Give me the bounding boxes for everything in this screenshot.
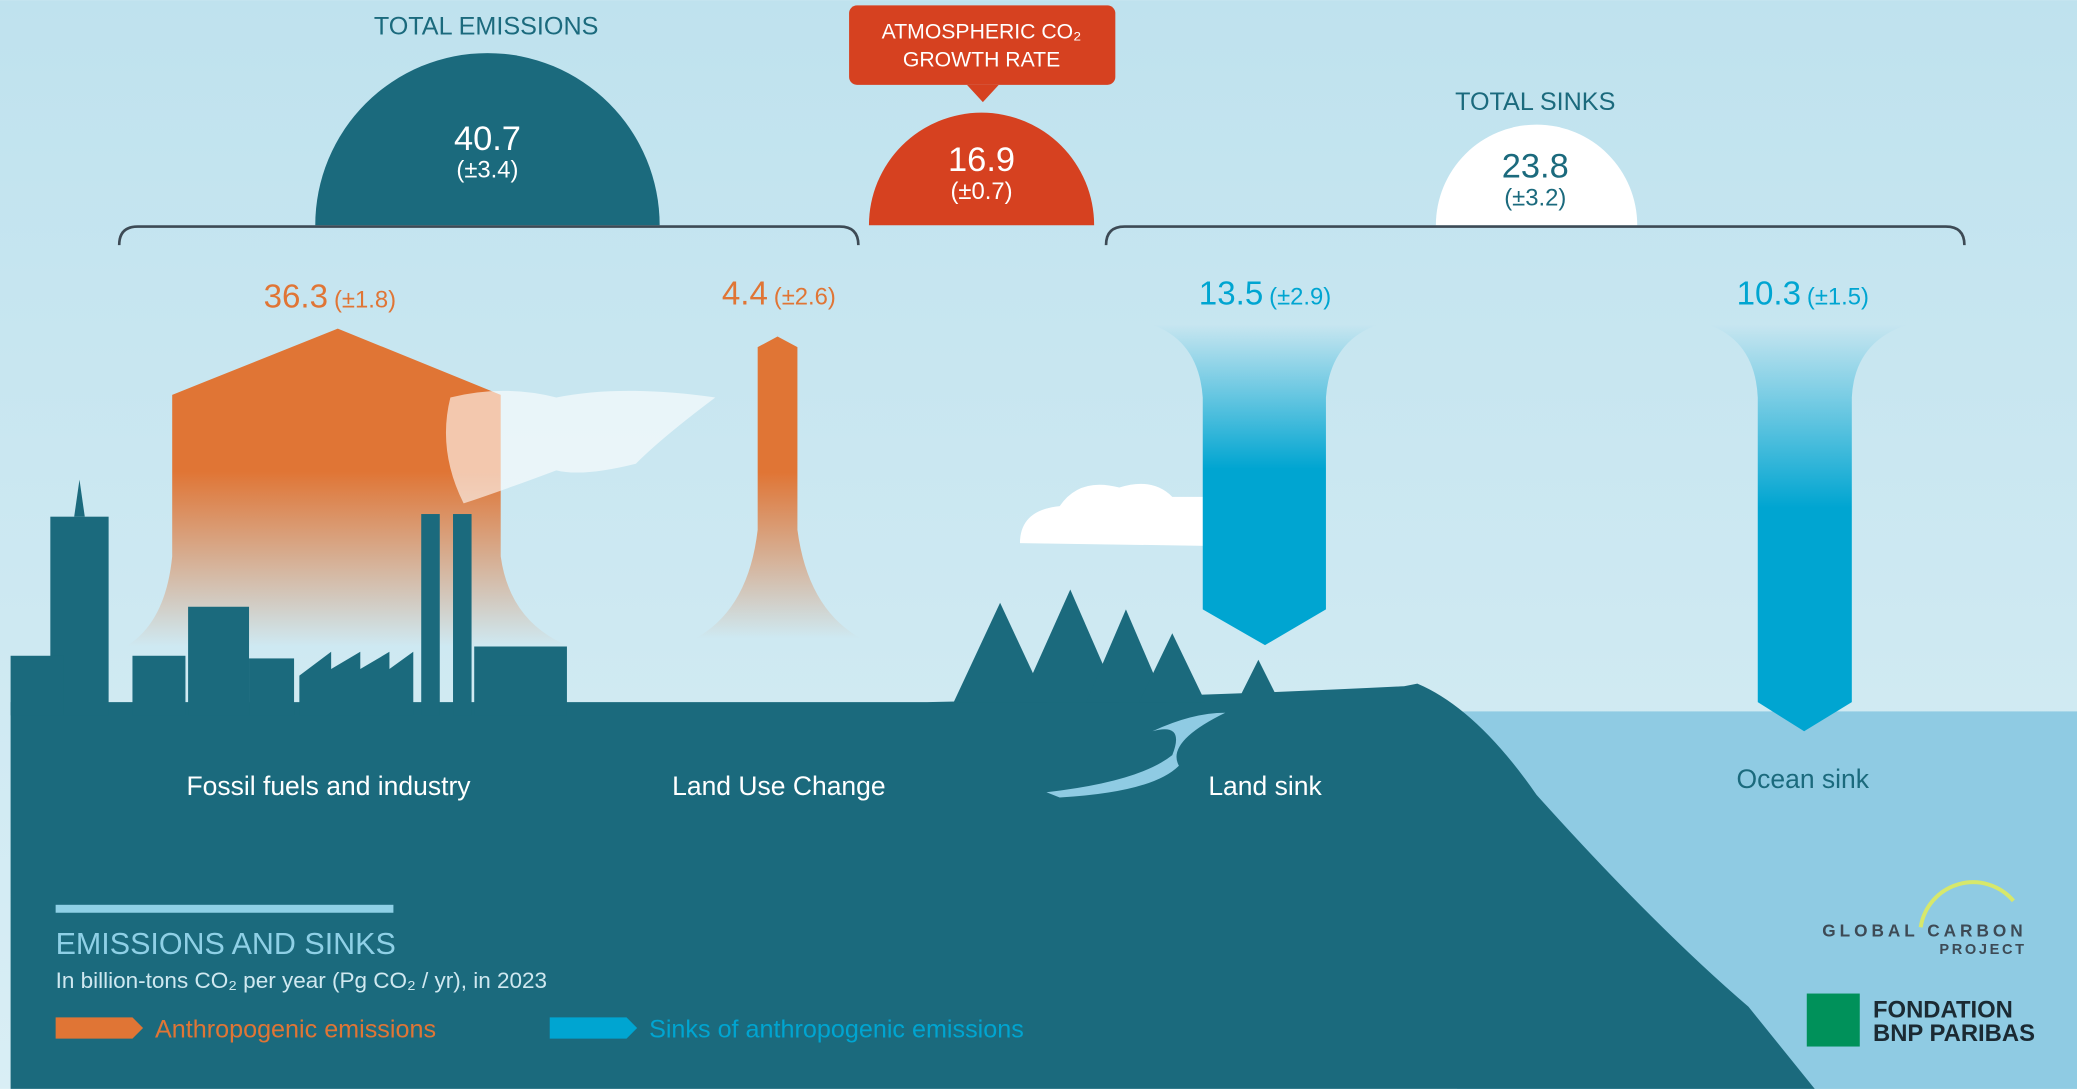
page: { "total_emissions": {"label": "TOTAL EM… bbox=[0, 0, 2077, 1089]
flow-uncertainty: (±2.6) bbox=[774, 284, 836, 311]
total-sinks-label: TOTAL SINKS bbox=[1455, 88, 1615, 116]
bnp-logo-text: BNP PARIBAS bbox=[1873, 1020, 2035, 1047]
flow-name: Fossil fuels and industry bbox=[186, 771, 471, 801]
flow-name: Land Use Change bbox=[672, 771, 886, 801]
flow-uncertainty: (±2.9) bbox=[1269, 284, 1331, 311]
bnp-logo-mark bbox=[1807, 994, 1860, 1047]
legend-item: Anthropogenic emissions bbox=[155, 1015, 436, 1043]
flow-value: 10.3 bbox=[1737, 276, 1801, 313]
total-sinks-value: 23.8 bbox=[1502, 148, 1569, 186]
total-emissions-value: 40.7 bbox=[454, 120, 521, 158]
flow-uncertainty: (±1.5) bbox=[1807, 284, 1869, 311]
flow-name: Ocean sink bbox=[1737, 764, 1870, 794]
gcp-logo-text: GLOBAL CARBON bbox=[1822, 921, 2026, 941]
legend-item: Sinks of anthropogenic emissions bbox=[649, 1015, 1024, 1043]
legend-rule bbox=[56, 905, 394, 913]
growth-label: ATMOSPHERIC CO₂ bbox=[882, 20, 1082, 43]
callout-box bbox=[849, 5, 1115, 84]
flow-name: Land sink bbox=[1208, 771, 1322, 801]
flow-uncertainty: (±1.8) bbox=[334, 286, 396, 313]
total-emissions-uncertainty: (±3.4) bbox=[456, 157, 518, 184]
flow-value: 36.3 bbox=[264, 278, 328, 315]
growth-uncertainty: (±0.7) bbox=[951, 178, 1013, 205]
legend-swatch bbox=[56, 1017, 143, 1038]
legend-subtitle: In billion-tons CO₂ per year (Pg CO₂ / y… bbox=[56, 968, 547, 993]
total-emissions-label: TOTAL EMISSIONS bbox=[374, 13, 599, 41]
flow-value: 4.4 bbox=[722, 276, 768, 313]
infographic: TOTAL EMISSIONS 40.7 (±3.4) ATMOSPHERIC … bbox=[0, 0, 2077, 1089]
legend-swatch bbox=[550, 1017, 637, 1038]
flow-value: 13.5 bbox=[1199, 276, 1263, 313]
legend-title: EMISSIONS AND SINKS bbox=[56, 927, 396, 961]
total-sinks-uncertainty: (±3.2) bbox=[1504, 184, 1566, 211]
gcp-logo-text: PROJECT bbox=[1939, 942, 2026, 958]
growth-label: GROWTH RATE bbox=[903, 48, 1060, 71]
growth-value: 16.9 bbox=[948, 141, 1015, 179]
